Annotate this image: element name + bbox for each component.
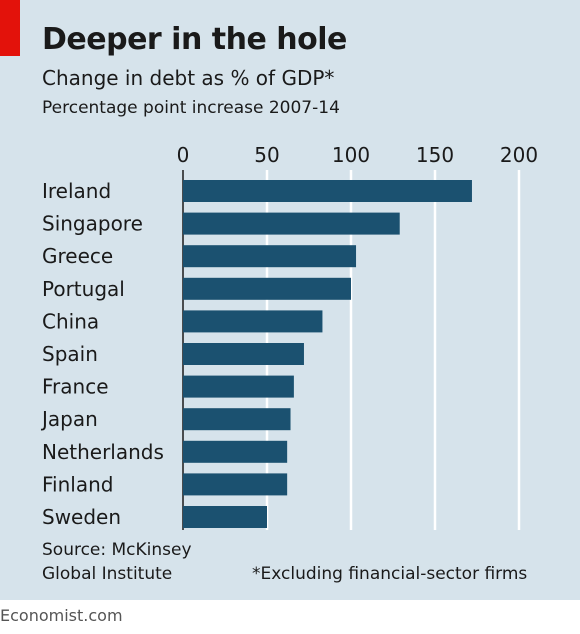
chart-subtitle-units: Percentage point increase 2007-14 (42, 98, 340, 118)
bar-sweden (183, 506, 267, 528)
bar-singapore (183, 212, 400, 235)
bars (183, 180, 472, 528)
bar-netherlands (183, 440, 288, 463)
bar-japan (183, 408, 291, 431)
bar-finland (183, 473, 288, 496)
x-tick-label-50: 50 (254, 143, 279, 167)
category-label-netherlands: Netherlands (42, 440, 164, 464)
brand-label: Economist.com (0, 606, 123, 625)
brand-red-tab (0, 0, 20, 56)
category-labels: Ireland Singapore Greece Portugal China Spain… (40, 179, 164, 529)
source-line-1: Source: McKinsey (42, 540, 192, 560)
x-tick-label-0: 0 (177, 143, 190, 167)
footnote: *Excluding financial-sector firms (252, 564, 528, 584)
chart-title: Deeper in the hole (42, 22, 347, 57)
bar-china (183, 310, 323, 333)
bar-spain (183, 343, 304, 365)
bar-ireland (183, 180, 472, 202)
category-label-finland: Finland (42, 472, 113, 496)
source-note: Source: McKinsey Global Institute (42, 538, 192, 586)
bar-chart: 0 50 100 150 200 Ireland Singapore Greece Portu… (40, 143, 538, 530)
x-tick-label-150: 150 (416, 143, 454, 167)
bar-france (183, 375, 294, 398)
category-label-sweden: Sweden (42, 505, 121, 529)
category-label-portugal: Portugal (42, 277, 125, 301)
bar-greece (183, 245, 357, 268)
bar-portugal (183, 277, 351, 300)
category-label-ireland: Ireland (42, 179, 111, 203)
x-tick-label-100: 100 (332, 143, 370, 167)
x-tick-labels: 0 50 100 150 200 (177, 143, 538, 167)
category-label-japan: Japan (40, 407, 98, 431)
category-label-singapore: Singapore (42, 212, 143, 236)
chart-subtitle: Change in debt as % of GDP* (42, 66, 335, 90)
chart-panel (0, 0, 580, 600)
x-tick-label-200: 200 (500, 143, 538, 167)
category-label-greece: Greece (42, 244, 113, 268)
source-line-2: Global Institute (42, 564, 173, 584)
category-label-france: France (42, 375, 109, 399)
category-label-spain: Spain (42, 342, 98, 366)
category-label-china: China (42, 309, 99, 333)
